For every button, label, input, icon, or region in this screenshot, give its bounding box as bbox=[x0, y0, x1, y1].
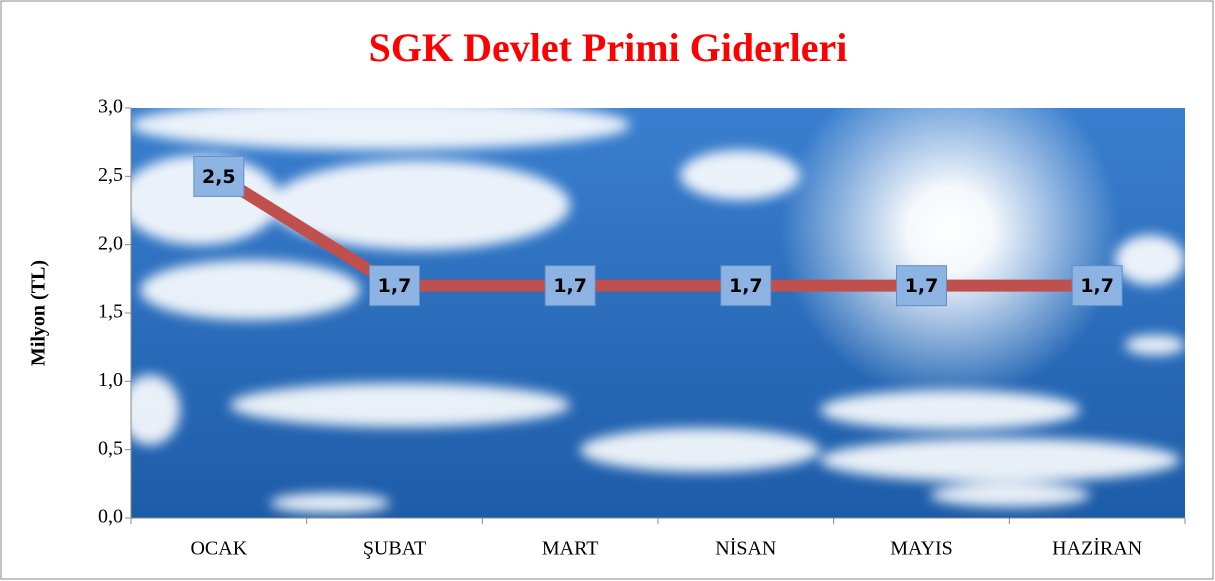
y-tick-label: 1,0 bbox=[98, 369, 123, 391]
x-tick-label: ŞUBAT bbox=[363, 538, 426, 560]
label-box bbox=[193, 155, 245, 197]
y-tick-label: 0,0 bbox=[98, 506, 123, 528]
data-label: 1,7 bbox=[905, 275, 939, 297]
line bbox=[215, 171, 1098, 292]
y-tick-label: 2,5 bbox=[98, 164, 123, 186]
plot-background bbox=[120, 60, 1185, 518]
label-box bbox=[1071, 265, 1123, 307]
y-axis-label: Milyon (TL) bbox=[28, 260, 50, 366]
x-tick-label: HAZİRAN bbox=[1052, 537, 1142, 560]
y-tick-label: 3,0 bbox=[98, 96, 123, 118]
data-label: 1,7 bbox=[1080, 275, 1114, 297]
data-label: 2,5 bbox=[202, 166, 236, 188]
label-box bbox=[896, 265, 947, 307]
data-label: 1,7 bbox=[729, 275, 763, 297]
data-label: 1,7 bbox=[553, 275, 587, 297]
x-tick-label: NİSAN bbox=[715, 537, 776, 560]
y-tick-label: 2,0 bbox=[98, 232, 123, 254]
x-tick-label: OCAK bbox=[190, 538, 247, 560]
x-tick-label: MART bbox=[542, 538, 599, 560]
label-box bbox=[720, 265, 772, 307]
label-box bbox=[369, 265, 420, 307]
y-tick-label: 0,5 bbox=[98, 437, 123, 459]
data-label: 1,7 bbox=[378, 275, 412, 297]
label-box bbox=[544, 265, 596, 307]
x-tick-label: MAYIS bbox=[890, 538, 953, 560]
chart-title: SGK Devlet Primi Giderleri bbox=[369, 25, 848, 70]
y-tick-label: 1,5 bbox=[98, 301, 123, 323]
